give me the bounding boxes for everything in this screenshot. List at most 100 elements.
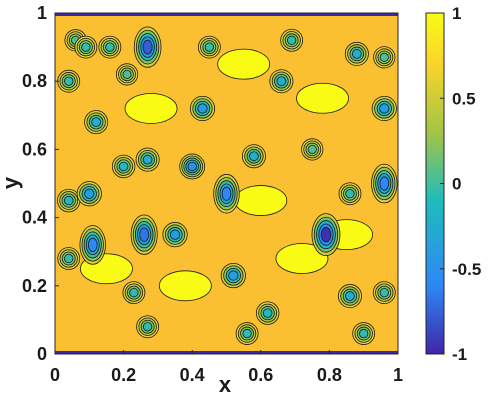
contour-ring: [379, 176, 390, 191]
well-14: [130, 214, 158, 255]
well-10: [111, 154, 136, 179]
x-tick-label: 0: [50, 365, 60, 385]
well-26: [269, 69, 294, 94]
contour-ring: [81, 42, 91, 52]
well-11: [115, 63, 139, 86]
colorbar: -1 -0.5 0 0.5 1: [425, 4, 481, 364]
well-21: [213, 173, 240, 214]
y-tick-label: 0.4: [22, 208, 47, 228]
contour-ring: [320, 227, 332, 243]
contour-ring: [87, 237, 98, 252]
x-axis: 0 0.2 0.4 0.6 0.8 1: [50, 350, 403, 385]
well-22: [220, 262, 246, 289]
ridge-region-4: [158, 270, 212, 302]
well-12: [122, 281, 146, 305]
y-tick-label: 0.6: [22, 139, 47, 159]
well-layer: [57, 26, 398, 345]
contour-ring: [379, 103, 390, 114]
contour-ring: [169, 229, 181, 240]
x-tick-label: 0.8: [317, 365, 342, 385]
contour-ring: [105, 42, 115, 52]
boundary-bottom: [55, 351, 398, 354]
well-23: [235, 322, 259, 345]
ridge-region-5: [296, 82, 349, 114]
contour-ring: [379, 287, 389, 298]
contour-ring: [84, 188, 95, 199]
well-8: [79, 225, 106, 265]
well-27: [280, 28, 304, 52]
x-tick-label: 0.2: [111, 365, 136, 385]
well-1: [57, 69, 81, 93]
y-axis-label: y: [0, 176, 23, 189]
contour-ring: [129, 287, 139, 298]
well-29: [311, 213, 341, 257]
well-33: [352, 322, 376, 345]
contour-ring: [242, 328, 252, 339]
y-tick-label: 0: [37, 344, 47, 364]
colorbar-ticks: -1 -0.5 0 0.5 1: [440, 4, 481, 364]
well-28: [301, 138, 324, 161]
ridge-region-7: [217, 48, 271, 80]
well-31: [338, 182, 362, 206]
contour-ring: [287, 35, 297, 45]
contour-ring: [122, 69, 132, 79]
contour-ring: [379, 52, 389, 62]
colorbar-tick-label: 0.5: [452, 89, 476, 108]
y-tick-label: 0.8: [22, 71, 47, 91]
x-tick-label: 1: [393, 365, 403, 385]
boundary-top: [55, 13, 398, 16]
contour-ring: [142, 154, 153, 165]
contour-ring: [307, 144, 317, 154]
colorbar-tick-label: -1: [452, 345, 467, 364]
contour-ring: [64, 253, 74, 264]
well-19: [189, 95, 216, 122]
ridge-region-1: [124, 93, 178, 124]
well-35: [371, 163, 398, 204]
well-32: [344, 41, 369, 66]
well-20: [197, 35, 221, 59]
contour-ring: [345, 291, 355, 301]
well-5: [74, 35, 98, 59]
x-tick-label: 0.6: [248, 365, 273, 385]
well-15: [136, 315, 160, 339]
well-37: [372, 281, 396, 305]
well-2: [57, 188, 81, 213]
contour-ring: [276, 76, 287, 87]
well-34: [371, 95, 397, 122]
well-3: [57, 247, 81, 270]
contour-ring: [204, 42, 214, 52]
y-axis: 0 0.2 0.4 0.6 0.8 1: [22, 3, 59, 364]
well-16: [135, 147, 160, 172]
contour-ring: [187, 161, 197, 172]
contour-ring: [142, 322, 153, 332]
well-6: [84, 110, 109, 135]
contour-ring: [91, 117, 102, 127]
well-13: [133, 26, 162, 68]
colorbar-tick-label: -0.5: [452, 260, 481, 279]
contour-ring: [359, 328, 369, 339]
contour-ring: [63, 195, 74, 206]
well-25: [255, 301, 280, 325]
y-tick-label: 1: [37, 3, 47, 23]
contour-ring: [64, 76, 74, 86]
well-18: [179, 153, 206, 180]
contour-ring: [262, 308, 273, 318]
contour-ring: [197, 103, 208, 114]
y-tick-label: 0.2: [22, 276, 47, 296]
contour-ring: [118, 161, 129, 172]
plot-area: [55, 13, 398, 354]
ridge-region-3: [275, 243, 329, 274]
x-tick-label: 0.4: [180, 365, 205, 385]
x-axis-label: x: [219, 372, 232, 397]
contour-ring: [249, 151, 259, 162]
colorbar-tick-label: 0: [452, 175, 461, 194]
well-30: [337, 284, 362, 309]
well-17: [162, 222, 188, 248]
contour-ring: [221, 186, 232, 201]
contour-ring: [228, 270, 239, 281]
well-24: [241, 144, 266, 169]
plot-frame: [54, 12, 399, 355]
contour-ring: [351, 49, 362, 59]
ridge-region-2: [234, 185, 288, 216]
